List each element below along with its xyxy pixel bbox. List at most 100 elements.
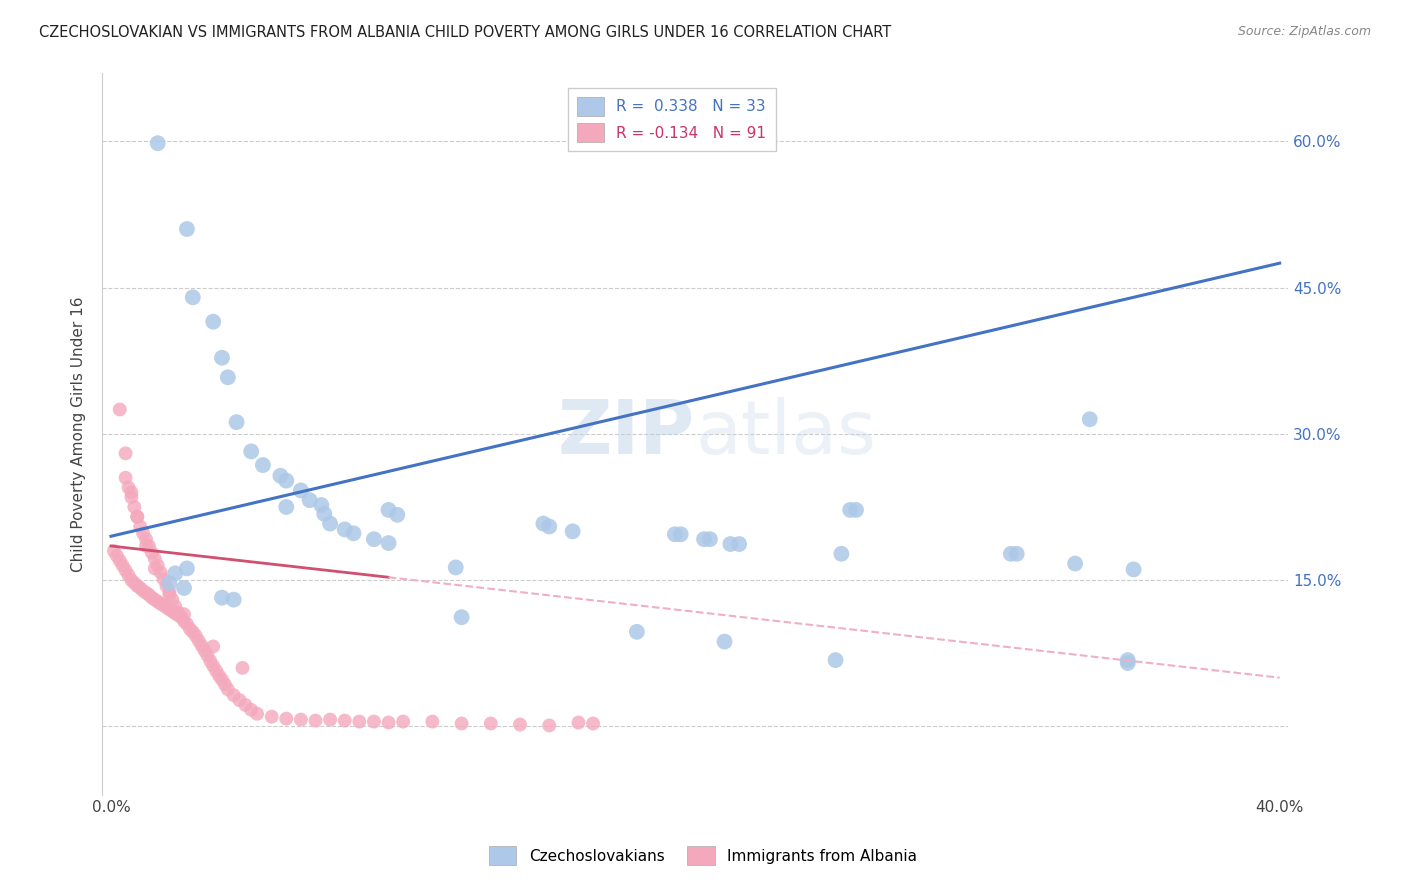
Point: [114, 471, 136, 485]
Point: [269, 468, 291, 483]
Point: [1064, 557, 1087, 571]
Point: [228, 693, 250, 707]
Point: [108, 554, 131, 568]
Point: [149, 597, 172, 611]
Point: [176, 617, 198, 632]
Point: [450, 610, 472, 624]
Point: [114, 446, 136, 460]
Point: [105, 549, 128, 563]
Point: [127, 509, 149, 524]
Point: [839, 503, 862, 517]
Point: [538, 718, 561, 732]
Point: [170, 610, 193, 624]
Point: [290, 483, 312, 498]
Point: [176, 561, 198, 575]
Point: [387, 508, 409, 522]
Point: [479, 716, 502, 731]
Point: [363, 714, 385, 729]
Point: [117, 568, 139, 582]
Point: [108, 402, 131, 417]
Point: [143, 551, 166, 566]
Point: [509, 717, 531, 731]
Point: [167, 608, 190, 623]
Point: [162, 592, 184, 607]
Point: [155, 600, 177, 615]
Point: [422, 714, 444, 729]
Point: [181, 624, 204, 639]
Point: [165, 566, 187, 581]
Point: [135, 532, 157, 546]
Text: ZIP: ZIP: [558, 397, 696, 470]
Point: [319, 516, 342, 531]
Point: [349, 714, 371, 729]
Point: [1116, 656, 1139, 670]
Point: [200, 654, 222, 668]
Point: [1000, 547, 1022, 561]
Point: [1005, 547, 1028, 561]
Point: [173, 581, 195, 595]
Point: [181, 290, 204, 304]
Point: [202, 659, 225, 673]
Point: [117, 481, 139, 495]
Point: [124, 500, 146, 514]
Text: atlas: atlas: [696, 397, 876, 470]
Point: [211, 351, 233, 365]
Point: [377, 715, 399, 730]
Point: [304, 714, 326, 728]
Point: [693, 532, 716, 546]
Point: [173, 607, 195, 622]
Point: [231, 661, 253, 675]
Point: [114, 563, 136, 577]
Y-axis label: Child Poverty Among Girls Under 16: Child Poverty Among Girls Under 16: [72, 296, 86, 572]
Point: [165, 599, 187, 614]
Point: [222, 688, 245, 702]
Point: [138, 588, 160, 602]
Point: [217, 682, 239, 697]
Point: [146, 136, 169, 151]
Point: [127, 579, 149, 593]
Point: [197, 648, 219, 663]
Point: [290, 713, 312, 727]
Point: [167, 605, 190, 619]
Point: [111, 558, 134, 573]
Point: [1116, 653, 1139, 667]
Point: [157, 588, 180, 602]
Point: [718, 537, 741, 551]
Point: [561, 524, 583, 539]
Point: [146, 594, 169, 608]
Point: [135, 539, 157, 553]
Point: [205, 664, 228, 678]
Point: [176, 222, 198, 236]
Point: [202, 640, 225, 654]
Point: [129, 519, 152, 533]
Point: [149, 566, 172, 580]
Point: [311, 498, 333, 512]
Point: [824, 653, 846, 667]
Point: [699, 532, 721, 546]
Point: [450, 716, 472, 731]
Point: [152, 572, 174, 586]
Point: [845, 503, 868, 517]
Point: [143, 561, 166, 575]
Point: [222, 592, 245, 607]
Point: [252, 458, 274, 472]
Point: [333, 523, 356, 537]
Point: [333, 714, 356, 728]
Point: [211, 673, 233, 687]
Point: [124, 576, 146, 591]
Point: [240, 444, 263, 458]
Point: [669, 527, 692, 541]
Point: [211, 591, 233, 605]
Point: [157, 576, 180, 591]
Point: [664, 527, 686, 541]
Point: [193, 643, 215, 657]
Text: CZECHOSLOVAKIAN VS IMMIGRANTS FROM ALBANIA CHILD POVERTY AMONG GIRLS UNDER 16 CO: CZECHOSLOVAKIAN VS IMMIGRANTS FROM ALBAN…: [39, 25, 891, 40]
Point: [392, 714, 415, 729]
Point: [179, 622, 201, 636]
Point: [342, 526, 364, 541]
Point: [225, 415, 247, 429]
Point: [377, 536, 399, 550]
Point: [728, 537, 751, 551]
Point: [120, 485, 142, 500]
Point: [173, 614, 195, 628]
